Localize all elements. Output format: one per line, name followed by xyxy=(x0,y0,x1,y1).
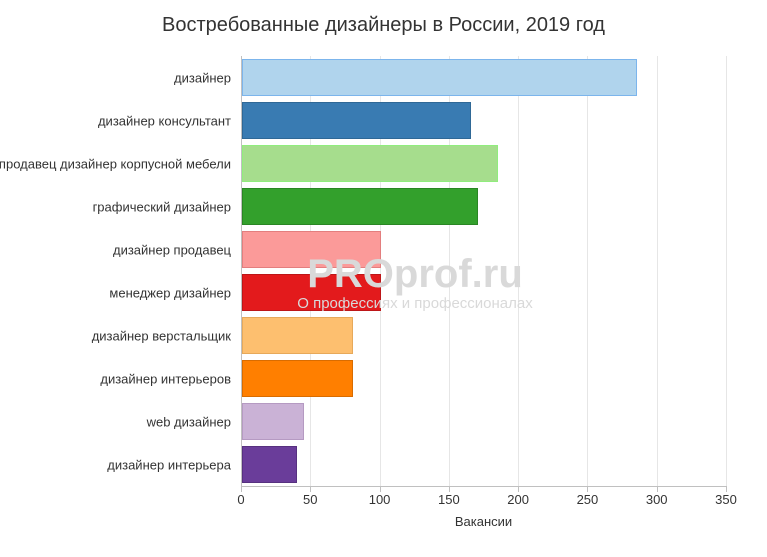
chart-title: Востребованные дизайнеры в России, 2019 … xyxy=(0,14,767,37)
ytick-label: дизайнер консультант xyxy=(98,113,231,128)
bar xyxy=(242,231,381,269)
bar xyxy=(242,274,381,312)
xtick-label: 300 xyxy=(646,492,668,507)
xtick-label: 100 xyxy=(369,492,391,507)
xtick-label: 200 xyxy=(507,492,529,507)
xtick-label: 350 xyxy=(715,492,737,507)
gridline xyxy=(587,56,588,486)
x-axis-label: Вакансии xyxy=(241,514,726,529)
bar xyxy=(242,59,637,97)
ytick-label: дизайнер продавец xyxy=(113,242,231,257)
gridline xyxy=(518,56,519,486)
gridline xyxy=(726,56,727,486)
bar xyxy=(242,145,498,183)
bar xyxy=(242,188,478,226)
xtick-label: 0 xyxy=(237,492,244,507)
gridline xyxy=(657,56,658,486)
ytick-label: web дизайнер xyxy=(147,414,231,429)
xtick-label: 250 xyxy=(577,492,599,507)
xtick-label: 150 xyxy=(438,492,460,507)
bar xyxy=(242,360,353,398)
ytick-label: дизайнер интерьеров xyxy=(100,371,231,386)
bar xyxy=(242,403,304,441)
chart-container: Востребованные дизайнеры в России, 2019 … xyxy=(0,0,767,557)
bar xyxy=(242,102,471,140)
ytick-label: продавец дизайнер корпусной мебели xyxy=(0,156,231,171)
ytick-label: дизайнер верстальщик xyxy=(92,328,231,343)
bar xyxy=(242,317,353,355)
ytick-label: дизайнер xyxy=(174,70,231,85)
bar xyxy=(242,446,297,484)
xtick-label: 50 xyxy=(303,492,317,507)
plot-area: 050100150200250300350Вакансиидизайнердиз… xyxy=(240,55,727,487)
x-axis-line xyxy=(241,486,726,487)
ytick-label: дизайнер интерьера xyxy=(107,457,231,472)
ytick-label: графический дизайнер xyxy=(93,199,231,214)
ytick-label: менеджер дизайнер xyxy=(109,285,231,300)
